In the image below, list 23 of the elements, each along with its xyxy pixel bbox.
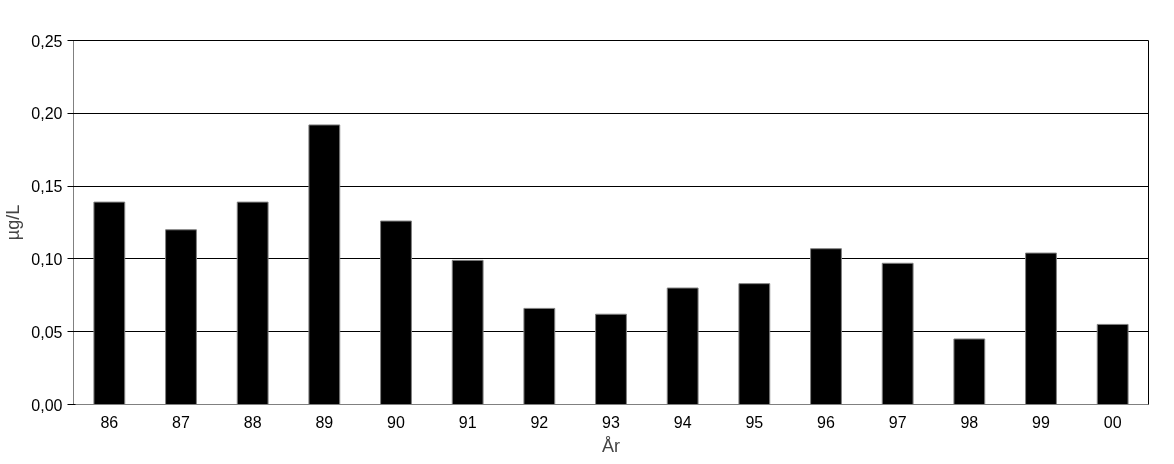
y-tick-label: 0,00 bbox=[31, 396, 63, 414]
x-tick-label: 87 bbox=[172, 413, 190, 431]
x-tick-label: 86 bbox=[100, 413, 119, 431]
x-tick-label: 93 bbox=[602, 413, 620, 431]
x-axis-title: År bbox=[602, 435, 621, 456]
x-tick-label: 98 bbox=[960, 413, 979, 431]
y-tick-label: 0,20 bbox=[31, 105, 63, 123]
y-tick-label: 0,25 bbox=[31, 32, 63, 50]
x-tick-label: 91 bbox=[458, 413, 477, 431]
x-tick-label: 88 bbox=[243, 413, 262, 431]
x-tick-label: 94 bbox=[673, 413, 692, 431]
x-tick-label: 92 bbox=[530, 413, 549, 431]
x-tick-label: 96 bbox=[817, 413, 835, 431]
y-tick-label: 0,15 bbox=[31, 178, 63, 196]
y-tick-label: 0,10 bbox=[31, 250, 63, 268]
x-tick-label: 99 bbox=[1032, 413, 1050, 431]
x-tick-label: 90 bbox=[387, 413, 405, 431]
y-tick-label: 0,05 bbox=[31, 323, 63, 341]
y-axis-title: µg/L bbox=[3, 204, 24, 241]
x-tick-label: 95 bbox=[745, 413, 764, 431]
x-tick-label: 97 bbox=[888, 413, 907, 431]
x-tick-label: 89 bbox=[315, 413, 334, 431]
x-tick-label: 00 bbox=[1103, 413, 1122, 431]
